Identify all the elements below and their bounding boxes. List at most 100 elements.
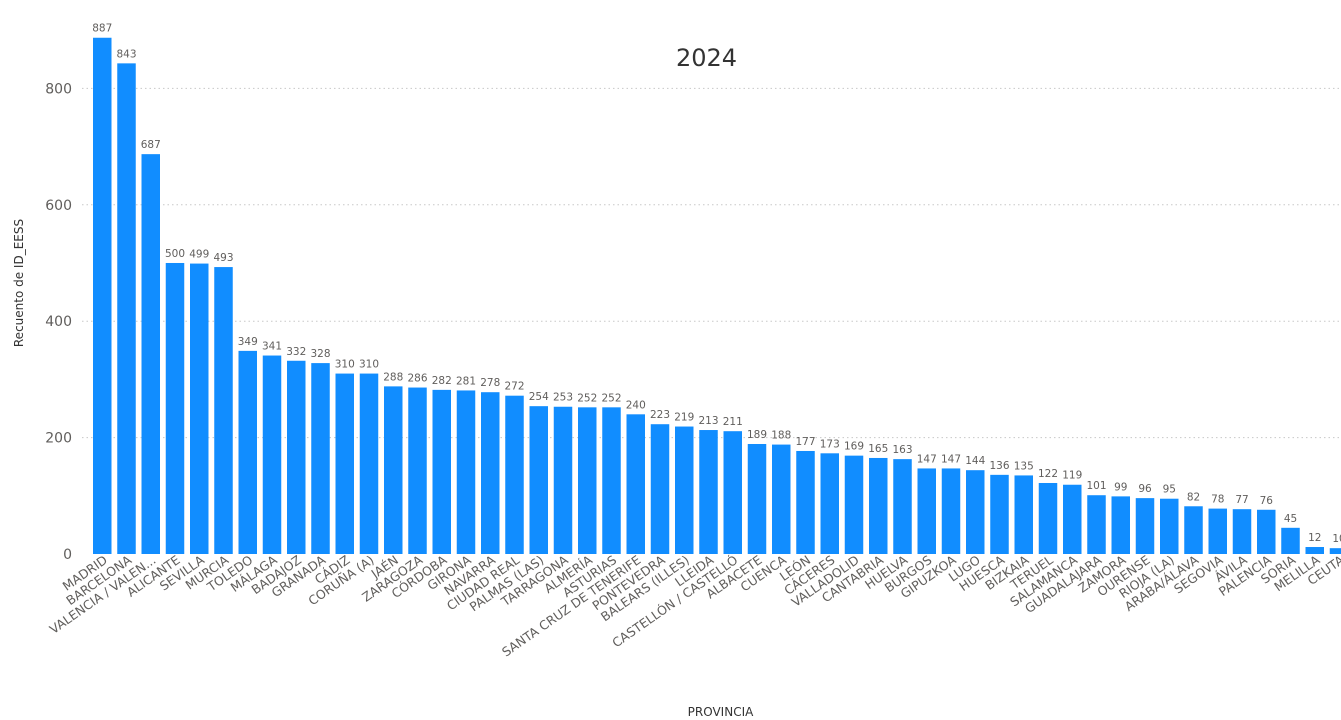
bar (553, 406, 573, 554)
data-label: 252 (601, 392, 621, 404)
data-label: 843 (116, 48, 136, 60)
data-label: 349 (238, 336, 258, 348)
y-tick-label: 400 (45, 314, 72, 330)
bar (893, 459, 912, 554)
bar (141, 154, 160, 554)
data-label: 286 (407, 373, 427, 385)
bar (869, 457, 888, 554)
y-tick-label: 0 (63, 547, 72, 563)
data-label: 189 (747, 429, 767, 441)
data-label: 99 (1114, 481, 1127, 493)
data-label: 253 (553, 392, 573, 404)
bar (966, 470, 985, 554)
bar (1257, 509, 1276, 554)
bar (1160, 498, 1179, 554)
data-label: 119 (1062, 470, 1082, 482)
bar (1135, 498, 1155, 554)
data-label: 223 (650, 409, 670, 421)
data-label: 144 (965, 455, 985, 467)
data-label: 254 (529, 391, 549, 403)
data-label: 211 (723, 416, 743, 428)
bar (747, 443, 767, 554)
bar (481, 392, 500, 554)
data-label: 82 (1187, 491, 1200, 503)
data-label: 135 (1014, 460, 1034, 472)
bar (529, 406, 548, 554)
bar (311, 363, 330, 554)
bar (190, 263, 209, 554)
bar (1208, 508, 1227, 554)
bar (408, 387, 427, 554)
bar (335, 373, 354, 554)
bar (1281, 527, 1300, 554)
bar (602, 407, 621, 554)
data-label: 165 (868, 443, 888, 455)
data-label: 12 (1308, 532, 1321, 544)
data-label: 281 (456, 375, 476, 387)
bar (1063, 484, 1082, 554)
data-label: 252 (577, 392, 597, 404)
bar (359, 373, 379, 554)
data-label: 328 (310, 348, 330, 360)
data-label: 288 (383, 371, 403, 383)
data-label: 136 (989, 460, 1009, 472)
bar (287, 360, 306, 554)
data-label: 101 (1086, 480, 1106, 492)
data-label: 96 (1138, 483, 1152, 495)
bar (456, 390, 476, 554)
data-label: 240 (626, 399, 646, 411)
data-label: 95 (1163, 484, 1176, 496)
chart-title: 2024 (675, 44, 738, 72)
bar (796, 450, 815, 554)
bar (1087, 495, 1106, 554)
bar (917, 468, 936, 554)
data-label: 332 (286, 346, 306, 358)
bar (1305, 547, 1324, 554)
bar (1014, 475, 1033, 554)
data-label: 147 (917, 453, 937, 465)
data-label: 45 (1284, 513, 1297, 525)
y-tick-label: 200 (45, 431, 72, 447)
bar (650, 424, 670, 554)
data-label: 122 (1038, 468, 1058, 480)
data-label: 10 (1332, 533, 1341, 545)
bar (990, 474, 1009, 554)
data-label: 272 (504, 381, 524, 393)
data-label: 310 (335, 359, 355, 371)
bar (675, 426, 694, 554)
data-label: 310 (359, 359, 379, 371)
y-tick-label: 800 (45, 81, 72, 97)
data-label: 499 (189, 249, 209, 261)
x-axis-title: PROVINCIA (687, 705, 754, 719)
data-label: 278 (480, 377, 500, 389)
bar (117, 63, 136, 555)
bar (238, 350, 257, 554)
bar (1111, 496, 1130, 554)
data-label: 219 (674, 412, 694, 424)
data-label: 147 (941, 453, 961, 465)
bar (165, 262, 185, 554)
data-label: 687 (141, 139, 161, 151)
data-label: 77 (1235, 494, 1248, 506)
data-label: 188 (771, 430, 791, 442)
bar (505, 395, 524, 554)
bar (1329, 548, 1341, 554)
bar (1232, 509, 1252, 554)
data-label: 887 (92, 23, 112, 35)
data-label: 177 (795, 436, 815, 448)
bar (772, 444, 791, 554)
bar (432, 389, 451, 554)
bar (699, 430, 718, 554)
bar (384, 386, 403, 554)
data-label: 500 (165, 248, 185, 260)
data-label: 78 (1211, 494, 1224, 506)
data-label: 213 (698, 415, 718, 427)
bar (262, 355, 282, 554)
data-label: 169 (844, 441, 864, 453)
y-tick-label: 600 (45, 198, 72, 214)
data-label: 341 (262, 341, 282, 353)
bar (1038, 482, 1058, 554)
bar (1184, 506, 1203, 554)
